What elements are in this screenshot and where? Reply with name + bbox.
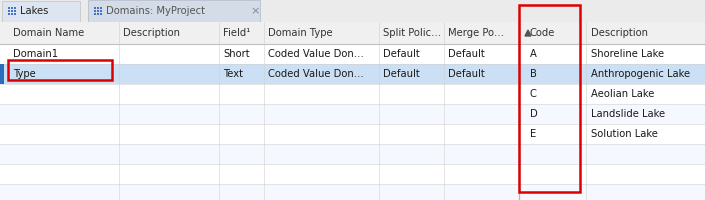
Text: C: C — [530, 89, 537, 99]
Text: E: E — [530, 129, 537, 139]
Bar — [97, 10, 99, 12]
Bar — [97, 13, 99, 15]
Bar — [97, 7, 99, 9]
Bar — [94, 10, 96, 12]
Text: Domain Name: Domain Name — [13, 28, 85, 38]
Text: Merge Po…: Merge Po… — [448, 28, 504, 38]
Text: Description: Description — [591, 28, 648, 38]
Text: D: D — [530, 109, 538, 119]
Bar — [100, 10, 102, 12]
Bar — [0, 64, 705, 84]
Text: Default: Default — [383, 69, 419, 79]
Text: Description: Description — [123, 28, 180, 38]
Bar — [0, 104, 705, 124]
Text: Default: Default — [383, 49, 419, 59]
Text: Default: Default — [448, 49, 485, 59]
Bar — [0, 144, 705, 164]
Text: Split Polic…: Split Polic… — [383, 28, 441, 38]
Text: Aeolian Lake: Aeolian Lake — [591, 89, 654, 99]
Bar — [100, 13, 102, 15]
Bar — [94, 13, 96, 15]
Bar — [0, 22, 705, 200]
Bar — [519, 5, 580, 192]
Bar — [14, 7, 16, 9]
Text: Default: Default — [448, 69, 485, 79]
Text: Solution Lake: Solution Lake — [591, 129, 658, 139]
Bar — [2, 1, 80, 22]
Bar — [0, 124, 705, 144]
Bar — [8, 60, 112, 80]
Bar — [100, 7, 102, 9]
Text: A: A — [530, 49, 537, 59]
Bar — [8, 7, 10, 9]
Text: Type: Type — [13, 69, 36, 79]
Text: Domain1: Domain1 — [13, 49, 58, 59]
Bar — [0, 0, 705, 22]
Text: Domain Type: Domain Type — [268, 28, 333, 38]
Bar — [0, 184, 705, 200]
Bar — [94, 7, 96, 9]
Text: Code: Code — [530, 28, 556, 38]
Text: Field¹: Field¹ — [223, 28, 250, 38]
Text: Lakes: Lakes — [20, 6, 49, 16]
Text: Domains: MyProject: Domains: MyProject — [106, 6, 205, 16]
Bar — [14, 13, 16, 15]
Text: ×: × — [250, 6, 259, 16]
Polygon shape — [525, 30, 531, 36]
Bar — [0, 22, 705, 44]
Text: Coded Value Don…: Coded Value Don… — [268, 69, 364, 79]
Text: Coded Value Don…: Coded Value Don… — [268, 49, 364, 59]
Bar — [8, 13, 10, 15]
Bar — [8, 10, 10, 12]
Text: Anthropogenic Lake: Anthropogenic Lake — [591, 69, 690, 79]
Text: B: B — [530, 69, 537, 79]
Text: Text: Text — [223, 69, 243, 79]
Bar — [0, 44, 705, 64]
Bar — [0, 164, 705, 184]
Bar — [0, 84, 705, 104]
Text: Shoreline Lake: Shoreline Lake — [591, 49, 664, 59]
Bar — [11, 7, 13, 9]
Bar — [11, 13, 13, 15]
Text: Short: Short — [223, 49, 250, 59]
Bar — [11, 10, 13, 12]
Bar — [88, 0, 260, 22]
Text: Landslide Lake: Landslide Lake — [591, 109, 665, 119]
Bar — [0, 64, 4, 84]
Bar — [14, 10, 16, 12]
